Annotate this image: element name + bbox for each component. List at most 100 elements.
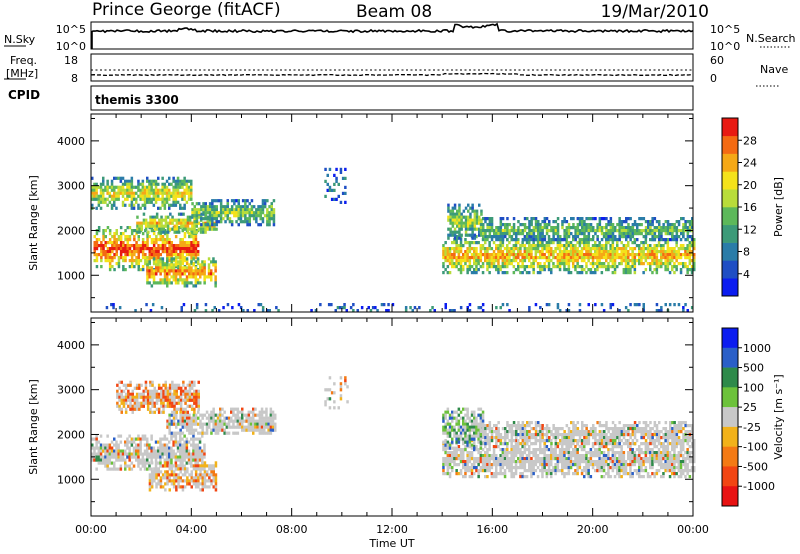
power-echo-cell <box>195 220 199 224</box>
velocity-echo-cell <box>171 404 174 408</box>
power-echo-cell <box>475 262 478 266</box>
power-echo-cell <box>690 268 694 272</box>
velocity-echo-cell <box>514 469 518 473</box>
velocity-echo-cell <box>205 473 209 477</box>
power-echo-cell <box>600 265 604 269</box>
velocity-echo-cell <box>552 466 555 470</box>
power-echo-cell <box>151 218 154 222</box>
power-echo-cell <box>180 218 183 222</box>
velocity-echo-cell <box>274 416 277 420</box>
velocity-echo-cell <box>168 488 171 492</box>
power-echo-cell <box>493 232 496 236</box>
power-echo-cell <box>248 214 251 218</box>
power-echo-cell <box>199 266 202 270</box>
power-echo-cell <box>179 241 182 245</box>
power-echo-cell <box>190 250 193 254</box>
velocity-echo-cell <box>547 472 551 476</box>
velocity-echo-cell <box>201 413 204 417</box>
power-echo-cell <box>170 241 173 245</box>
power-echo-cell <box>145 303 148 307</box>
power-echo-cell <box>447 215 450 219</box>
velocity-echo-cell <box>484 466 487 470</box>
power-echo-cell <box>686 253 689 257</box>
velocity-echo-cell <box>193 395 196 399</box>
power-echo-cell <box>526 217 529 221</box>
velocity-echo-cell <box>497 472 500 476</box>
power-echo-cell <box>666 268 670 272</box>
power-echo-cell <box>501 244 505 248</box>
velocity-echo-cell <box>508 460 511 464</box>
velocity-echo-cell <box>477 469 480 473</box>
velocity-echo-cell <box>183 434 186 438</box>
power-echo-cell <box>486 235 489 239</box>
velocity-echo-cell <box>219 410 222 414</box>
velocity-echo-cell <box>179 389 183 393</box>
velocity-echo-cell <box>216 416 220 420</box>
velocity-echo-cell <box>173 392 176 396</box>
power-echo-cell <box>108 194 112 198</box>
power-echo-cell <box>115 185 118 189</box>
velocity-echo-cell <box>173 401 176 405</box>
power-echo-cell <box>93 197 96 201</box>
power-echo-cell <box>543 226 547 230</box>
power-echo-cell <box>466 256 469 260</box>
velocity-echo-cell <box>190 386 194 390</box>
velocity-echo-cell <box>117 467 120 471</box>
power-echo-cell <box>565 244 568 248</box>
velocity-echo-cell <box>179 428 182 432</box>
velocity-echo-cell <box>448 457 452 461</box>
power-echo-cell <box>255 208 258 212</box>
power-echo-cell <box>161 247 165 251</box>
velocity-echo-cell <box>143 437 147 441</box>
velocity-echo-cell <box>490 472 494 476</box>
power-echo-cell <box>157 188 160 192</box>
velocity-echo-cell <box>274 413 277 417</box>
velocity-echo-cell <box>102 443 105 447</box>
power-echo-cell <box>471 230 474 234</box>
velocity-echo-cell <box>188 482 191 486</box>
velocity-echo-cell <box>192 419 196 423</box>
power-echo-cell <box>161 244 165 248</box>
power-echo-cell <box>180 309 183 313</box>
power-echo-cell <box>642 256 645 260</box>
power-echo-cell <box>241 220 245 224</box>
power-echo-cell <box>682 244 685 248</box>
velocity-echo-cell <box>534 463 538 467</box>
velocity-echo-cell <box>503 451 507 455</box>
power-echo-cell <box>534 303 538 307</box>
velocity-echo-cell <box>130 455 134 459</box>
velocity-echo-cell <box>565 466 568 470</box>
velocity-echo-cell <box>142 404 145 408</box>
velocity-echo-cell <box>455 463 458 467</box>
velocity-echo-cell <box>194 446 197 450</box>
power-echo-cell <box>585 241 588 245</box>
power-echo-cell <box>651 256 654 260</box>
power-echo-cell <box>657 244 661 248</box>
power-echo-cell <box>620 232 624 236</box>
velocity-echo-cell <box>486 460 489 464</box>
velocity-echo-cell <box>148 461 151 465</box>
velocity-echo-cell <box>149 380 152 384</box>
power-echo-cell <box>655 250 659 254</box>
velocity-echo-cell <box>234 413 237 417</box>
power-echo-cell <box>466 259 469 263</box>
velocity-echo-cell <box>212 410 215 414</box>
velocity-echo-cell <box>181 473 185 477</box>
velocity-echo-cell <box>182 410 185 414</box>
power-echo-cell <box>106 247 110 251</box>
power-echo-cell <box>490 229 494 233</box>
velocity-echo-cell <box>245 428 248 432</box>
power-echo-cell <box>150 182 153 186</box>
velocity-echo-cell <box>532 442 535 446</box>
velocity-echo-cell <box>172 482 176 486</box>
velocity-echo-cell <box>201 416 204 420</box>
velocity-echo-cell <box>148 488 152 492</box>
power-echo-cell <box>176 179 180 183</box>
power-echo-cell <box>528 259 531 263</box>
power-echo-cell <box>468 262 472 266</box>
velocity-echo-cell <box>199 482 202 486</box>
power-echo-cell <box>499 217 503 221</box>
velocity-echo-cell <box>241 419 244 423</box>
power-echo-cell <box>484 217 487 221</box>
power-echo-cell <box>664 238 668 242</box>
